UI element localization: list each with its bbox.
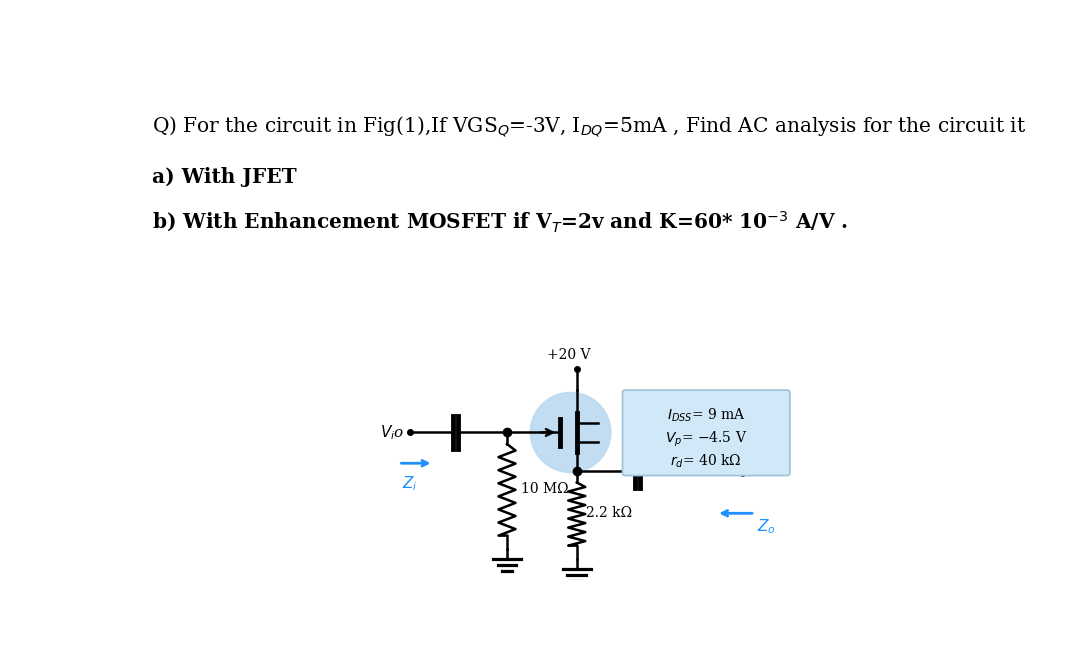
- Text: +20 V: +20 V: [548, 348, 591, 362]
- Text: $V_i$o: $V_i$o: [379, 423, 404, 442]
- Text: Q) For the circuit in Fig(1),If VGS$_{Q}$=-3V, I$_{DQ}$=5mA , Find AC analysis f: Q) For the circuit in Fig(1),If VGS$_{Q}…: [152, 115, 1026, 140]
- Text: 10 MΩ: 10 MΩ: [521, 482, 568, 496]
- Text: 2.2 kΩ: 2.2 kΩ: [586, 505, 632, 520]
- Text: b) With Enhancement MOSFET if V$_{T}$=2v and K=60* 10$^{-3}$ A/V .: b) With Enhancement MOSFET if V$_{T}$=2v…: [152, 209, 848, 233]
- Text: $Z_i$: $Z_i$: [403, 475, 418, 494]
- Text: a) With JFET: a) With JFET: [152, 167, 297, 186]
- FancyBboxPatch shape: [622, 390, 789, 475]
- Circle shape: [530, 393, 611, 473]
- Text: $Z_o$: $Z_o$: [757, 517, 775, 536]
- Text: o $V_o$: o $V_o$: [715, 462, 747, 481]
- Text: $r_d$= 40 kΩ: $r_d$= 40 kΩ: [671, 452, 742, 470]
- Text: $V_p$= −4.5 V: $V_p$= −4.5 V: [665, 430, 747, 449]
- Text: $I_{DSS}$= 9 mA: $I_{DSS}$= 9 mA: [666, 406, 745, 424]
